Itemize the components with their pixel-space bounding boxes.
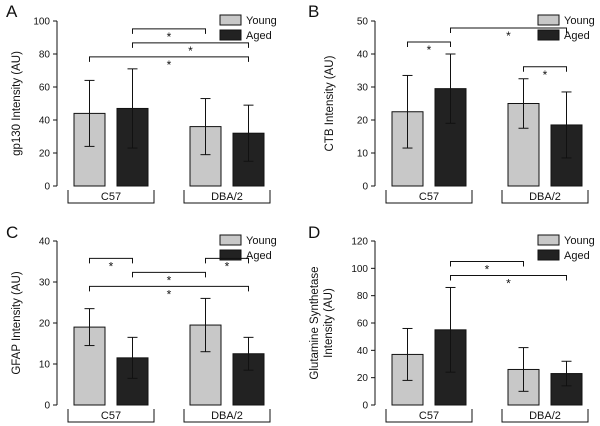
significance-bracket <box>450 274 567 281</box>
y-tick-label: 10 <box>357 149 369 160</box>
legend-swatch-aged <box>537 29 560 41</box>
group-bracket <box>183 190 271 204</box>
y-axis-label: CTB Intensity (AU) <box>324 55 336 151</box>
group-label: C57 <box>101 410 121 422</box>
group-label: C57 <box>101 191 121 203</box>
legend-label-aged: Aged <box>246 30 272 42</box>
significance-bracket <box>450 260 524 267</box>
y-tick-label: 0 <box>44 182 50 193</box>
significance-star: * <box>506 276 511 290</box>
group-bracket <box>501 409 589 423</box>
legend-label-young: Young <box>564 15 595 27</box>
legend-swatch-young <box>537 14 560 26</box>
y-tick-label: 40 <box>357 346 369 357</box>
y-tick-label: 100 <box>351 264 368 275</box>
panel-letter: A <box>6 2 18 21</box>
y-tick-label: 0 <box>362 401 368 412</box>
group-bracket <box>501 190 589 204</box>
y-axis-label: gp130 Intensity (AU) <box>11 51 23 156</box>
significance-bracket <box>89 56 249 62</box>
significance-bracket <box>205 257 249 264</box>
significance-bracket <box>132 42 249 48</box>
significance-star: * <box>427 43 432 57</box>
legend-label-aged: Aged <box>564 250 590 262</box>
significance-star: * <box>167 58 172 72</box>
panel-b: B 0 10 20 30 40 50 CTB Intensity (AU) C57 DBA/2 Yo… <box>308 2 595 204</box>
significance-bracket <box>89 285 249 292</box>
panel-c: C 0 10 20 30 40 GFAP Intensity (AU) C57 DBA/2 You… <box>6 223 277 423</box>
significance-star: * <box>225 259 230 273</box>
group-bracket <box>67 190 155 204</box>
legend-label-aged: Aged <box>564 30 590 42</box>
significance-bracket <box>89 257 133 264</box>
y-tick-label: 60 <box>39 83 51 94</box>
y-tick-label: 0 <box>362 182 368 193</box>
group-bracket <box>183 409 271 423</box>
y-tick-label: 20 <box>357 373 369 384</box>
group-label: C57 <box>419 410 439 422</box>
y-tick-label: 80 <box>39 50 51 61</box>
group-label: C57 <box>419 191 439 203</box>
y-axis-label: Intensity (AU) <box>323 288 335 358</box>
significance-bracket <box>450 27 567 33</box>
legend-swatch-aged <box>219 29 242 41</box>
significance-bracket <box>523 66 567 72</box>
legend-label-young: Young <box>564 235 595 247</box>
y-tick-label: 30 <box>39 278 51 289</box>
legend-swatch-aged <box>219 249 242 261</box>
y-axis-label: GFAP Intensity (AU) <box>11 271 23 374</box>
y-tick-label: 50 <box>357 17 369 28</box>
significance-star: * <box>167 273 172 287</box>
legend-swatch-young <box>219 234 242 246</box>
y-tick-label: 20 <box>39 149 51 160</box>
y-tick-label: 100 <box>33 17 50 28</box>
significance-star: * <box>485 262 490 276</box>
y-tick-label: 40 <box>357 50 369 61</box>
y-tick-label: 10 <box>39 360 51 371</box>
significance-star: * <box>188 44 193 58</box>
y-tick-label: 0 <box>44 401 50 412</box>
legend-swatch-aged <box>537 249 560 261</box>
y-tick-label: 60 <box>357 319 369 330</box>
panel-letter: B <box>308 2 319 21</box>
legend-label-young: Young <box>246 15 277 27</box>
y-tick-label: 80 <box>357 291 369 302</box>
panel-letter: D <box>308 223 320 242</box>
significance-star: * <box>543 68 548 82</box>
group-label: DBA/2 <box>529 410 561 422</box>
panel-d: D 0 20 40 60 80 100 120 Glutamine Synthetase Inte… <box>308 223 595 423</box>
significance-bracket <box>132 28 206 34</box>
y-tick-label: 20 <box>357 116 369 127</box>
group-label: DBA/2 <box>211 410 243 422</box>
group-label: DBA/2 <box>529 191 561 203</box>
significance-star: * <box>506 29 511 43</box>
y-tick-label: 120 <box>351 237 368 248</box>
group-bracket <box>385 409 473 423</box>
significance-star: * <box>167 30 172 44</box>
significance-bracket <box>132 271 206 278</box>
significance-star: * <box>109 259 114 273</box>
panel-letter: C <box>6 223 18 242</box>
significance-bracket <box>407 41 451 47</box>
legend-label-aged: Aged <box>246 250 272 262</box>
y-tick-label: 30 <box>357 83 369 94</box>
y-tick-label: 40 <box>39 116 51 127</box>
group-bracket <box>67 409 155 423</box>
legend-swatch-young <box>219 14 242 26</box>
legend-swatch-young <box>537 234 560 246</box>
y-tick-label: 40 <box>39 237 51 248</box>
group-label: DBA/2 <box>211 191 243 203</box>
significance-star: * <box>167 287 172 301</box>
y-tick-label: 20 <box>39 319 51 330</box>
group-bracket <box>385 190 473 204</box>
y-axis-label: Glutamine Synthetase <box>309 266 321 379</box>
legend-label-young: Young <box>246 235 277 247</box>
panel-a: A 0 20 40 60 80 100 gp130 Intensity (AU) C57 DBA/… <box>6 2 277 204</box>
